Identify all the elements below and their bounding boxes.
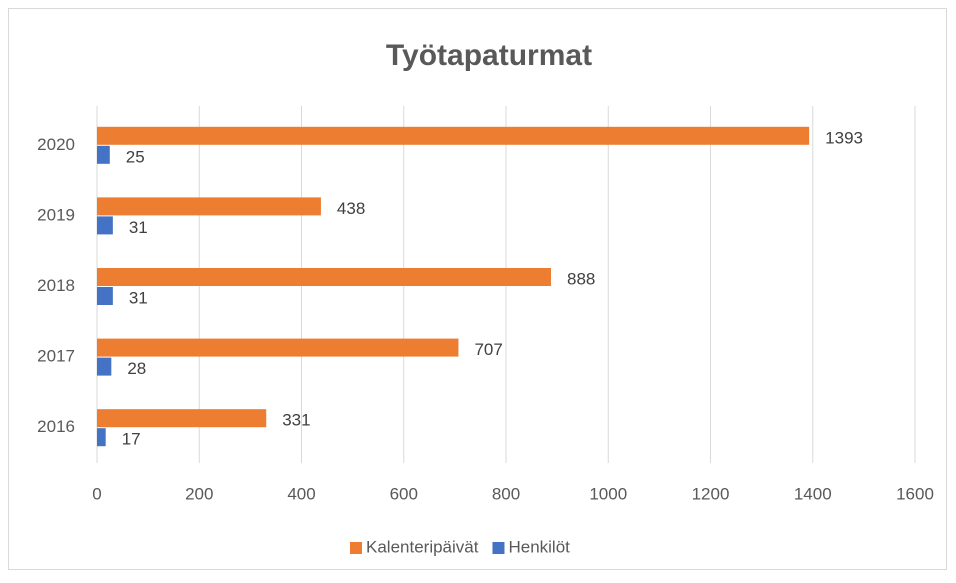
bar <box>97 357 112 376</box>
data-label: 17 <box>122 430 141 449</box>
bar <box>97 428 106 447</box>
bar <box>97 268 551 286</box>
y-tick-label: 2020 <box>37 135 75 154</box>
data-label: 331 <box>282 411 310 430</box>
bar <box>97 197 321 216</box>
x-tick-label: 400 <box>287 484 315 503</box>
legend-swatch <box>350 542 362 554</box>
x-tick-label: 800 <box>492 484 520 503</box>
data-label: 1393 <box>825 128 863 147</box>
bar <box>97 126 810 145</box>
y-tick-label: 2018 <box>37 276 75 295</box>
x-tick-label: 1000 <box>589 484 627 503</box>
data-label: 438 <box>337 199 365 218</box>
data-label: 28 <box>127 359 146 378</box>
chart-title: Työtapaturmat <box>386 39 592 72</box>
data-label: 888 <box>567 269 595 288</box>
data-label: 707 <box>474 340 502 359</box>
data-label: 31 <box>129 288 148 307</box>
x-tick-label: 200 <box>185 484 213 503</box>
bar <box>97 338 459 357</box>
x-tick-label: 1400 <box>794 484 832 503</box>
legend-label: Henkilöt <box>508 537 570 556</box>
bar <box>97 145 110 164</box>
bar <box>97 409 267 428</box>
data-label: 31 <box>129 218 148 237</box>
chart-border <box>8 8 947 570</box>
legend-label: Kalenteripäivät <box>366 537 479 556</box>
x-tick-label: 600 <box>390 484 418 503</box>
x-tick-label: 0 <box>92 484 101 503</box>
bar <box>97 287 113 305</box>
y-tick-label: 2017 <box>37 347 75 366</box>
x-tick-label: 1600 <box>896 484 934 503</box>
y-tick-label: 2019 <box>37 205 75 224</box>
x-tick-label: 1200 <box>692 484 730 503</box>
legend-swatch <box>492 542 505 554</box>
data-label: 25 <box>126 147 145 166</box>
y-tick-label: 2016 <box>37 417 75 436</box>
bar <box>97 216 113 235</box>
